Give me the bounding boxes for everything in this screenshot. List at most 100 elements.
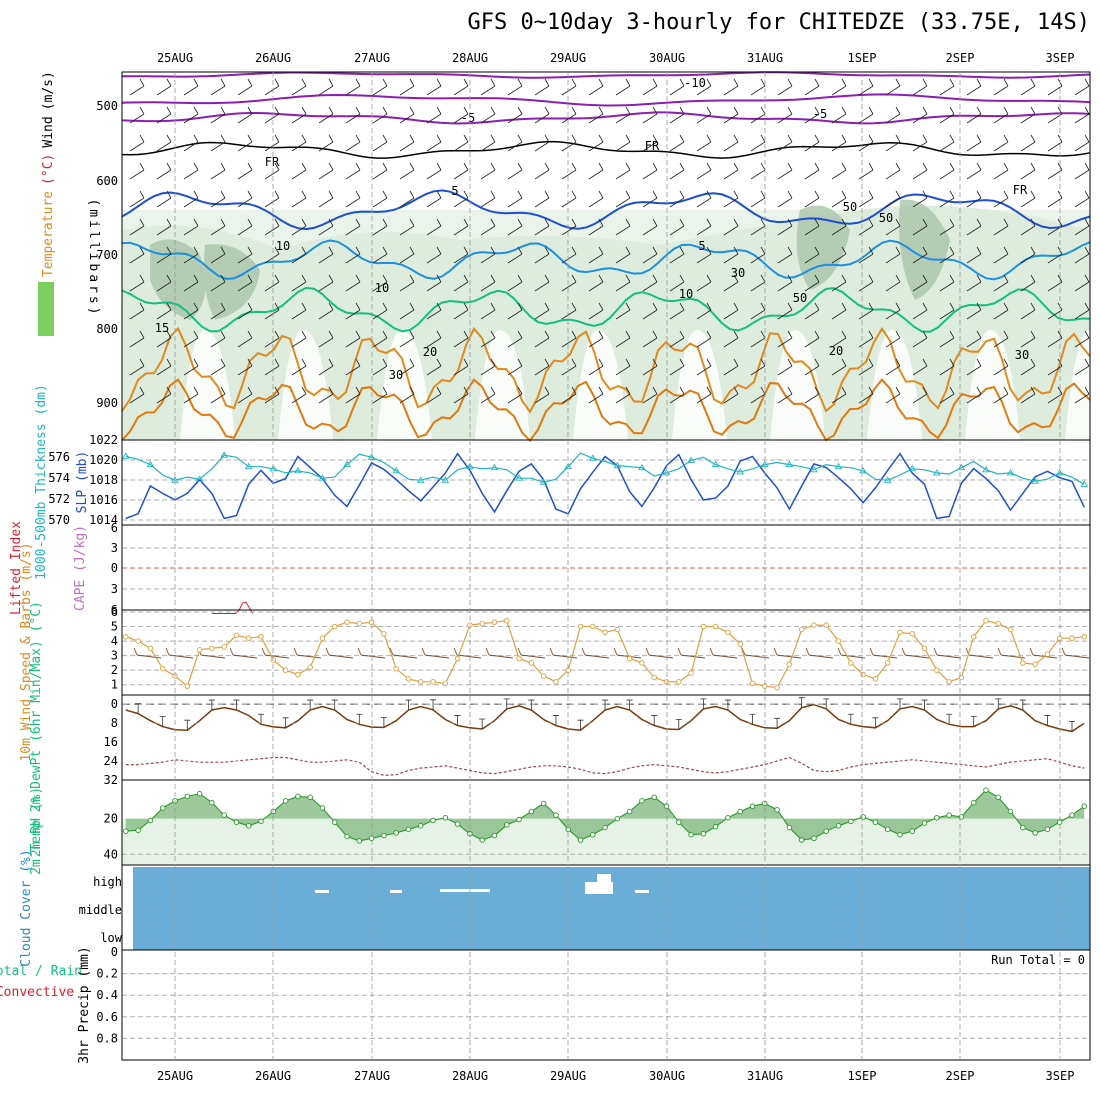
rh-point	[884, 826, 891, 833]
wind-point	[700, 623, 707, 630]
thickness-slp-panel	[122, 451, 1090, 521]
rh-point	[307, 794, 313, 801]
y-tick-label: 24	[104, 754, 118, 768]
thickness-point	[1006, 469, 1015, 476]
rh-point	[245, 823, 252, 829]
date-label-top: 27AUG	[354, 51, 390, 65]
rh-point	[663, 803, 670, 809]
rh-point	[774, 806, 780, 813]
y-axis-title: SLP (mb)	[75, 451, 90, 514]
wind-point	[295, 671, 301, 678]
rh-point	[479, 837, 485, 843]
y-tick-label: 1	[111, 678, 118, 692]
rh-point	[258, 818, 264, 825]
y-axis-title: 2m RH (%)	[29, 787, 44, 857]
wind-point	[147, 645, 154, 652]
date-label-bottom: 26AUG	[255, 1069, 291, 1083]
rh-point	[860, 814, 866, 820]
rh-point	[381, 832, 387, 839]
axis-unit-label: (millibars)	[86, 198, 101, 317]
rh-point	[1081, 803, 1088, 809]
wind-point	[233, 632, 240, 639]
thickness-point	[343, 460, 351, 468]
wind-point	[123, 633, 129, 640]
rh-point	[553, 812, 559, 818]
rh-point	[393, 830, 399, 836]
y-tick-label: 20	[104, 812, 118, 826]
y-axis-title: Cloud Cover (%)	[19, 849, 34, 966]
rh-point	[897, 831, 903, 838]
contour-label: FR	[265, 155, 280, 169]
date-label-bottom: 29AUG	[550, 1069, 586, 1083]
thickness-point	[539, 478, 548, 485]
y-tick-label: 900	[96, 396, 118, 410]
thickness-point	[392, 466, 400, 474]
rh-point	[848, 818, 854, 825]
rh-point	[676, 819, 682, 825]
wind-point	[331, 623, 338, 630]
date-label-top: 31AUG	[747, 51, 783, 65]
date-label-top: 26AUG	[255, 51, 291, 65]
rh-point	[356, 838, 363, 844]
dewpoint-line	[125, 756, 1085, 776]
wind-point	[356, 620, 363, 627]
date-label-bottom: 30AUG	[649, 1069, 685, 1083]
rh-point	[700, 831, 707, 837]
y-tick-label: 574	[48, 471, 70, 485]
wind-point	[872, 676, 879, 682]
rh-point	[442, 815, 449, 821]
thickness-point	[269, 464, 278, 472]
thickness-point	[859, 466, 867, 474]
date-label-bottom: 3SEP	[1046, 1069, 1075, 1083]
thickness-point	[1080, 480, 1089, 487]
rh-point	[614, 815, 621, 822]
rh-2m-panel: 2m RH (%)	[29, 787, 1090, 865]
contour-label: 50	[879, 211, 893, 225]
upper-air-panel	[121, 71, 1100, 443]
wind-point	[884, 660, 891, 666]
y-tick-label: 600	[96, 174, 118, 188]
rh-point	[196, 790, 203, 797]
rh-point	[233, 819, 240, 825]
thickness-point	[195, 475, 204, 482]
wind-point	[639, 660, 645, 666]
thickness-point	[834, 462, 843, 470]
y-tick-label: 3	[111, 649, 118, 663]
thickness-point	[711, 460, 720, 468]
contour-label: 20	[423, 345, 437, 359]
thickness-point	[588, 454, 597, 461]
thickness-point	[490, 463, 499, 471]
thickness-point	[638, 463, 646, 471]
rh-point	[725, 815, 731, 821]
date-label-top: 3SEP	[1046, 51, 1075, 65]
thickness-point	[883, 476, 892, 483]
rh-point	[946, 812, 952, 818]
y-tick-label: 4	[111, 634, 118, 648]
wind-10m-panel: 10m Wind Speed & Barbs (m/s)	[19, 542, 1090, 762]
rh-point	[430, 817, 436, 824]
rh-point	[577, 837, 584, 843]
y-tick-label: 576	[48, 450, 70, 464]
contour-label: 50	[843, 200, 857, 214]
wind-point	[663, 679, 670, 685]
rh-point	[147, 817, 154, 824]
rh-point	[418, 823, 424, 829]
y-tick-label: 3	[111, 582, 118, 596]
rh-point	[921, 820, 928, 826]
wind-point	[676, 679, 682, 685]
wind-point	[970, 633, 977, 640]
y-tick-label: 0.2	[96, 967, 118, 981]
date-label-bottom: 2SEP	[946, 1069, 975, 1083]
y-tick-label: 0.8	[96, 1031, 118, 1045]
thickness-point	[933, 469, 941, 476]
wind-point	[688, 670, 694, 676]
date-label-bottom: 1SEP	[848, 1069, 877, 1083]
contour-label: -5	[813, 107, 827, 121]
thickness-point	[318, 474, 327, 481]
wind-point	[381, 631, 387, 637]
y-tick-label: 570	[48, 513, 70, 527]
y-axis-title: CAPE (J/kg)	[73, 525, 88, 611]
wind-point	[983, 617, 989, 624]
thickness-point	[1031, 477, 1039, 484]
precipitation-panel	[122, 973, 1090, 1039]
